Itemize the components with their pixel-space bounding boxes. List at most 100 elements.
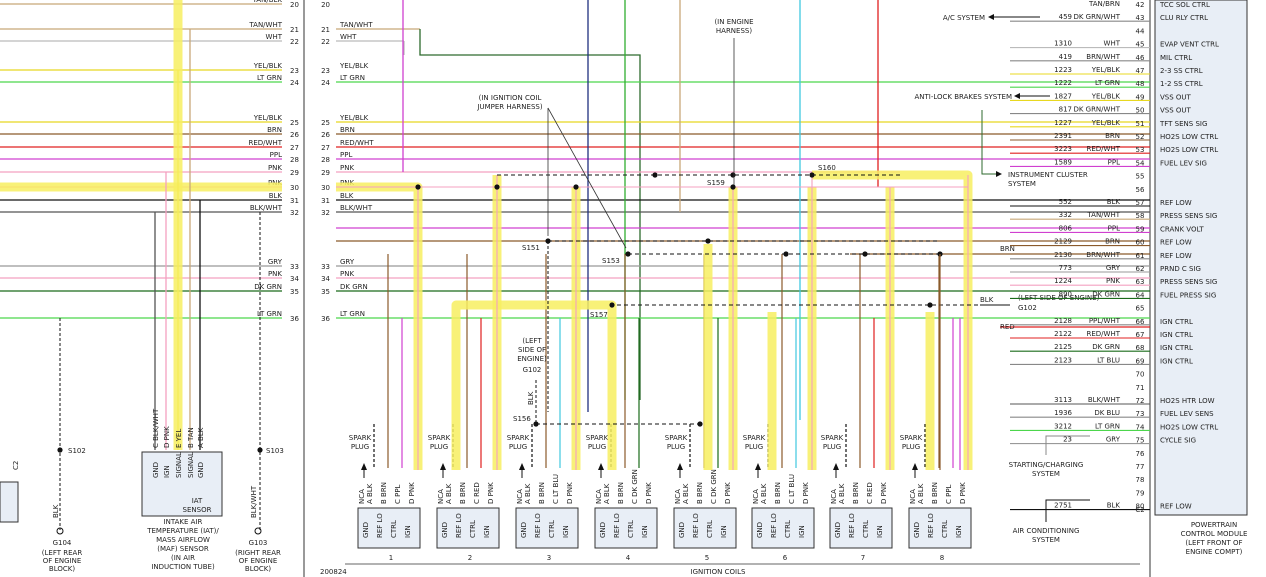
coil-2-pin-3: D PNK bbox=[487, 482, 495, 504]
coil-8-spark-label-0: SPARK bbox=[900, 434, 923, 442]
left-wire-num-36: 36 bbox=[290, 315, 299, 323]
coil-3-spark-label-1: PLUG bbox=[509, 443, 527, 451]
left-wire-color-34: PNK bbox=[268, 270, 282, 278]
mid-wire-num-36: 36 bbox=[321, 315, 330, 323]
coil-6-inner-0: GND bbox=[756, 522, 764, 538]
coil-4-pin-2: C DK GRN bbox=[631, 469, 639, 504]
ext-ac-arrow bbox=[988, 14, 994, 20]
coil-7-number: 7 bbox=[861, 554, 865, 562]
left-wire-num-31: 31 bbox=[290, 197, 299, 205]
left-wire-color-27: RED/WHT bbox=[249, 139, 283, 147]
iat-inner-0: GND bbox=[152, 462, 160, 478]
pcm-pin-66: 66 bbox=[1136, 318, 1145, 326]
left-wire-color-32: BLK/WHT bbox=[250, 204, 283, 212]
coil-5-spark-label-1: PLUG bbox=[667, 443, 685, 451]
coil-6-number: 6 bbox=[783, 554, 788, 562]
splice-s151: S151 bbox=[522, 244, 540, 252]
mid-wire-color-21: TAN/WHT bbox=[339, 21, 373, 29]
left-wire-color-23: YEL/BLK bbox=[253, 62, 283, 70]
pcm-pin-52: 52 bbox=[1136, 133, 1145, 141]
pcm-circuit-53: 3223 bbox=[1054, 145, 1072, 153]
s103-label: S103 bbox=[266, 447, 284, 455]
coil-1-inner-1: REF LO bbox=[376, 513, 384, 538]
coil-5-nca: NCA bbox=[674, 489, 682, 504]
pcm-pin-77: 77 bbox=[1136, 463, 1145, 471]
coil-4-pin-0: A BLK bbox=[603, 483, 611, 504]
left-wire-num-32: 32 bbox=[290, 209, 299, 217]
pcm-pin-72: 72 bbox=[1136, 397, 1145, 405]
mid-wire-color-22: WHT bbox=[340, 33, 357, 41]
ext-aircon-line bbox=[1045, 499, 1090, 522]
coil-1-pin-2: C PPL bbox=[394, 484, 402, 504]
coil-1-spark-label-1: PLUG bbox=[351, 443, 369, 451]
coil-2-nca: NCA bbox=[437, 489, 445, 504]
pcm-color-73: DK BLU bbox=[1094, 409, 1120, 417]
left-wire-num-35: 35 bbox=[290, 288, 299, 296]
coil-7-inner-2: CTRL bbox=[862, 520, 870, 538]
pcm-name-47: 2-3 SS CTRL bbox=[1160, 67, 1203, 75]
annotation-engine-0: (IN ENGINE bbox=[714, 18, 753, 26]
coil-1-spark-label-0: SPARK bbox=[349, 434, 372, 442]
coil-3-pin-0: A BLK bbox=[524, 483, 532, 504]
coil-3-pin-1: B BRN bbox=[538, 482, 546, 504]
annotation-engine-1: HARNESS) bbox=[716, 27, 752, 35]
pcm-pin-80: 80 bbox=[1136, 503, 1145, 511]
splice-dot-4 bbox=[730, 184, 736, 190]
iat-c2: C2 bbox=[12, 461, 20, 470]
pcm-color-57: BLK bbox=[1107, 198, 1121, 206]
splice-dot-9 bbox=[783, 251, 789, 257]
mid-wire-color-28: PPL bbox=[340, 151, 352, 159]
mid-wire-num-28: 28 bbox=[321, 156, 330, 164]
iat-desc-4: (IN AIR bbox=[171, 554, 195, 562]
coil-4-spark-arrow bbox=[598, 463, 604, 470]
splice-dot-5 bbox=[809, 172, 815, 178]
coil-1-box bbox=[357, 507, 421, 549]
annotation-jumper-leader bbox=[547, 107, 627, 249]
pcm-color-47: YEL/BLK bbox=[1091, 66, 1121, 74]
mid-wire-color-23: YEL/BLK bbox=[339, 62, 369, 70]
pcm-color-63: PNK bbox=[1106, 277, 1120, 285]
splice-dot-0 bbox=[415, 184, 421, 190]
pcm-circuit-46: 419 bbox=[1059, 53, 1072, 61]
splice-dot-7 bbox=[625, 251, 631, 257]
coil-8-inner-2: CTRL bbox=[941, 520, 949, 538]
coil-2-box bbox=[436, 507, 500, 549]
pcm-pin-76: 76 bbox=[1136, 450, 1145, 458]
iat-label-0: IAT bbox=[192, 497, 203, 505]
pcm-pin-71: 71 bbox=[1136, 384, 1145, 392]
pcm-circuit-58: 332 bbox=[1059, 211, 1072, 219]
pcm-color-66: PPL/WHT bbox=[1089, 317, 1121, 325]
coil-3-number: 3 bbox=[547, 554, 551, 562]
coil-4-inner-1: REF LO bbox=[613, 513, 621, 538]
pcm-circuit-67: 2122 bbox=[1054, 330, 1072, 338]
pcm-name-59: CRANK VOLT bbox=[1160, 225, 1204, 233]
mid-wire-color-24: LT GRN bbox=[340, 74, 365, 82]
iat-sensor-box bbox=[141, 451, 223, 517]
pcm-pin-73: 73 bbox=[1136, 410, 1145, 418]
s103-dot bbox=[257, 447, 263, 453]
coil-1-pin-1: B BRN bbox=[380, 482, 388, 504]
coil-6-spark-arrow bbox=[755, 463, 761, 470]
pcm-name-73: FUEL LEV SENS bbox=[1160, 410, 1214, 418]
pcm-pin-59: 59 bbox=[1136, 225, 1145, 233]
pcm-color-59: PPL bbox=[1108, 224, 1120, 232]
coil-3-spark-label-0: SPARK bbox=[507, 434, 530, 442]
coil-7-spark-label-1: PLUG bbox=[823, 443, 841, 451]
pcm-name-69: IGN CTRL bbox=[1160, 357, 1193, 365]
pcm-circuit-66: 2128 bbox=[1054, 317, 1072, 325]
pcm-circuit-48: 1222 bbox=[1054, 79, 1072, 87]
coil-3-pin-3: D PNK bbox=[566, 482, 574, 504]
mid-wire-num-29: 29 bbox=[321, 169, 330, 177]
pcm-color-60: BRN bbox=[1105, 238, 1120, 246]
g103-label: G103 bbox=[249, 539, 268, 547]
pcm-name-62: PRND C SIG bbox=[1160, 265, 1201, 273]
coil-5-pin-2: C DK GRN bbox=[710, 469, 718, 504]
pcm-pin-54: 54 bbox=[1136, 159, 1145, 167]
pcm-name-53: HO2S LOW CTRL bbox=[1160, 146, 1218, 154]
pcm-color-58: TAN/WHT bbox=[1086, 211, 1120, 219]
coil-4-spark-label-0: SPARK bbox=[586, 434, 609, 442]
ext-red: RED bbox=[1000, 323, 1015, 331]
pcm-pin-64: 64 bbox=[1136, 291, 1145, 299]
pcm-pin-57: 57 bbox=[1136, 199, 1145, 207]
coil-6-inner-1: REF LO bbox=[770, 513, 778, 538]
